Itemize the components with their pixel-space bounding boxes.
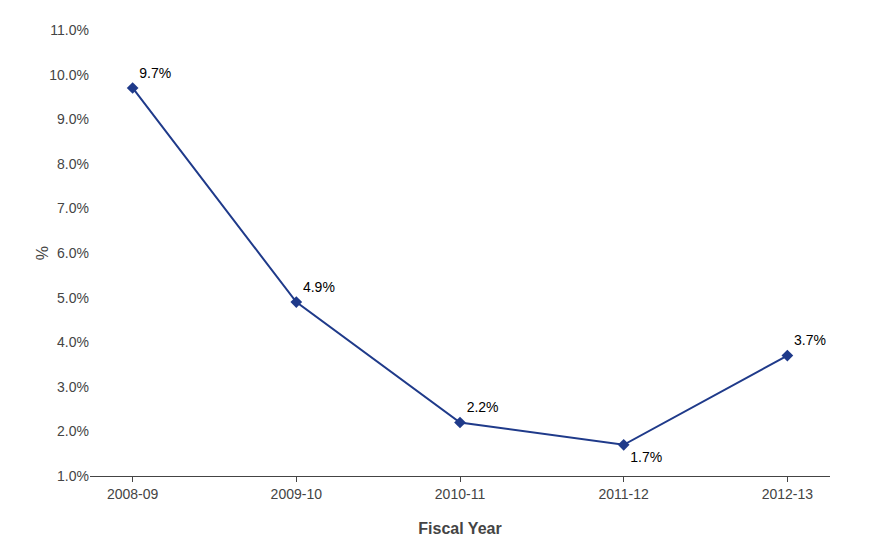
- svg-text:10.0%: 10.0%: [49, 67, 89, 83]
- svg-text:1.0%: 1.0%: [57, 468, 89, 484]
- svg-text:3.7%: 3.7%: [794, 332, 826, 348]
- svg-text:6.0%: 6.0%: [57, 245, 89, 261]
- svg-text:2011-12: 2011-12: [599, 486, 650, 502]
- svg-text:9.0%: 9.0%: [57, 111, 89, 127]
- svg-text:1.7%: 1.7%: [630, 449, 662, 465]
- svg-text:7.0%: 7.0%: [57, 200, 89, 216]
- svg-text:3.0%: 3.0%: [57, 379, 89, 395]
- svg-text:2010-11: 2010-11: [435, 486, 486, 502]
- svg-text:%: %: [34, 246, 51, 260]
- svg-text:9.7%: 9.7%: [139, 65, 171, 81]
- svg-text:2012-13: 2012-13: [762, 486, 814, 502]
- svg-text:2009-10: 2009-10: [271, 486, 323, 502]
- svg-text:Fiscal Year: Fiscal Year: [418, 520, 501, 537]
- svg-text:5.0%: 5.0%: [57, 290, 89, 306]
- svg-text:4.0%: 4.0%: [57, 334, 89, 350]
- svg-text:2008-09: 2008-09: [107, 486, 159, 502]
- svg-text:2.2%: 2.2%: [467, 399, 499, 415]
- svg-text:11.0%: 11.0%: [50, 22, 89, 38]
- svg-text:2.0%: 2.0%: [57, 423, 89, 439]
- svg-text:8.0%: 8.0%: [57, 156, 89, 172]
- svg-text:4.9%: 4.9%: [303, 279, 335, 295]
